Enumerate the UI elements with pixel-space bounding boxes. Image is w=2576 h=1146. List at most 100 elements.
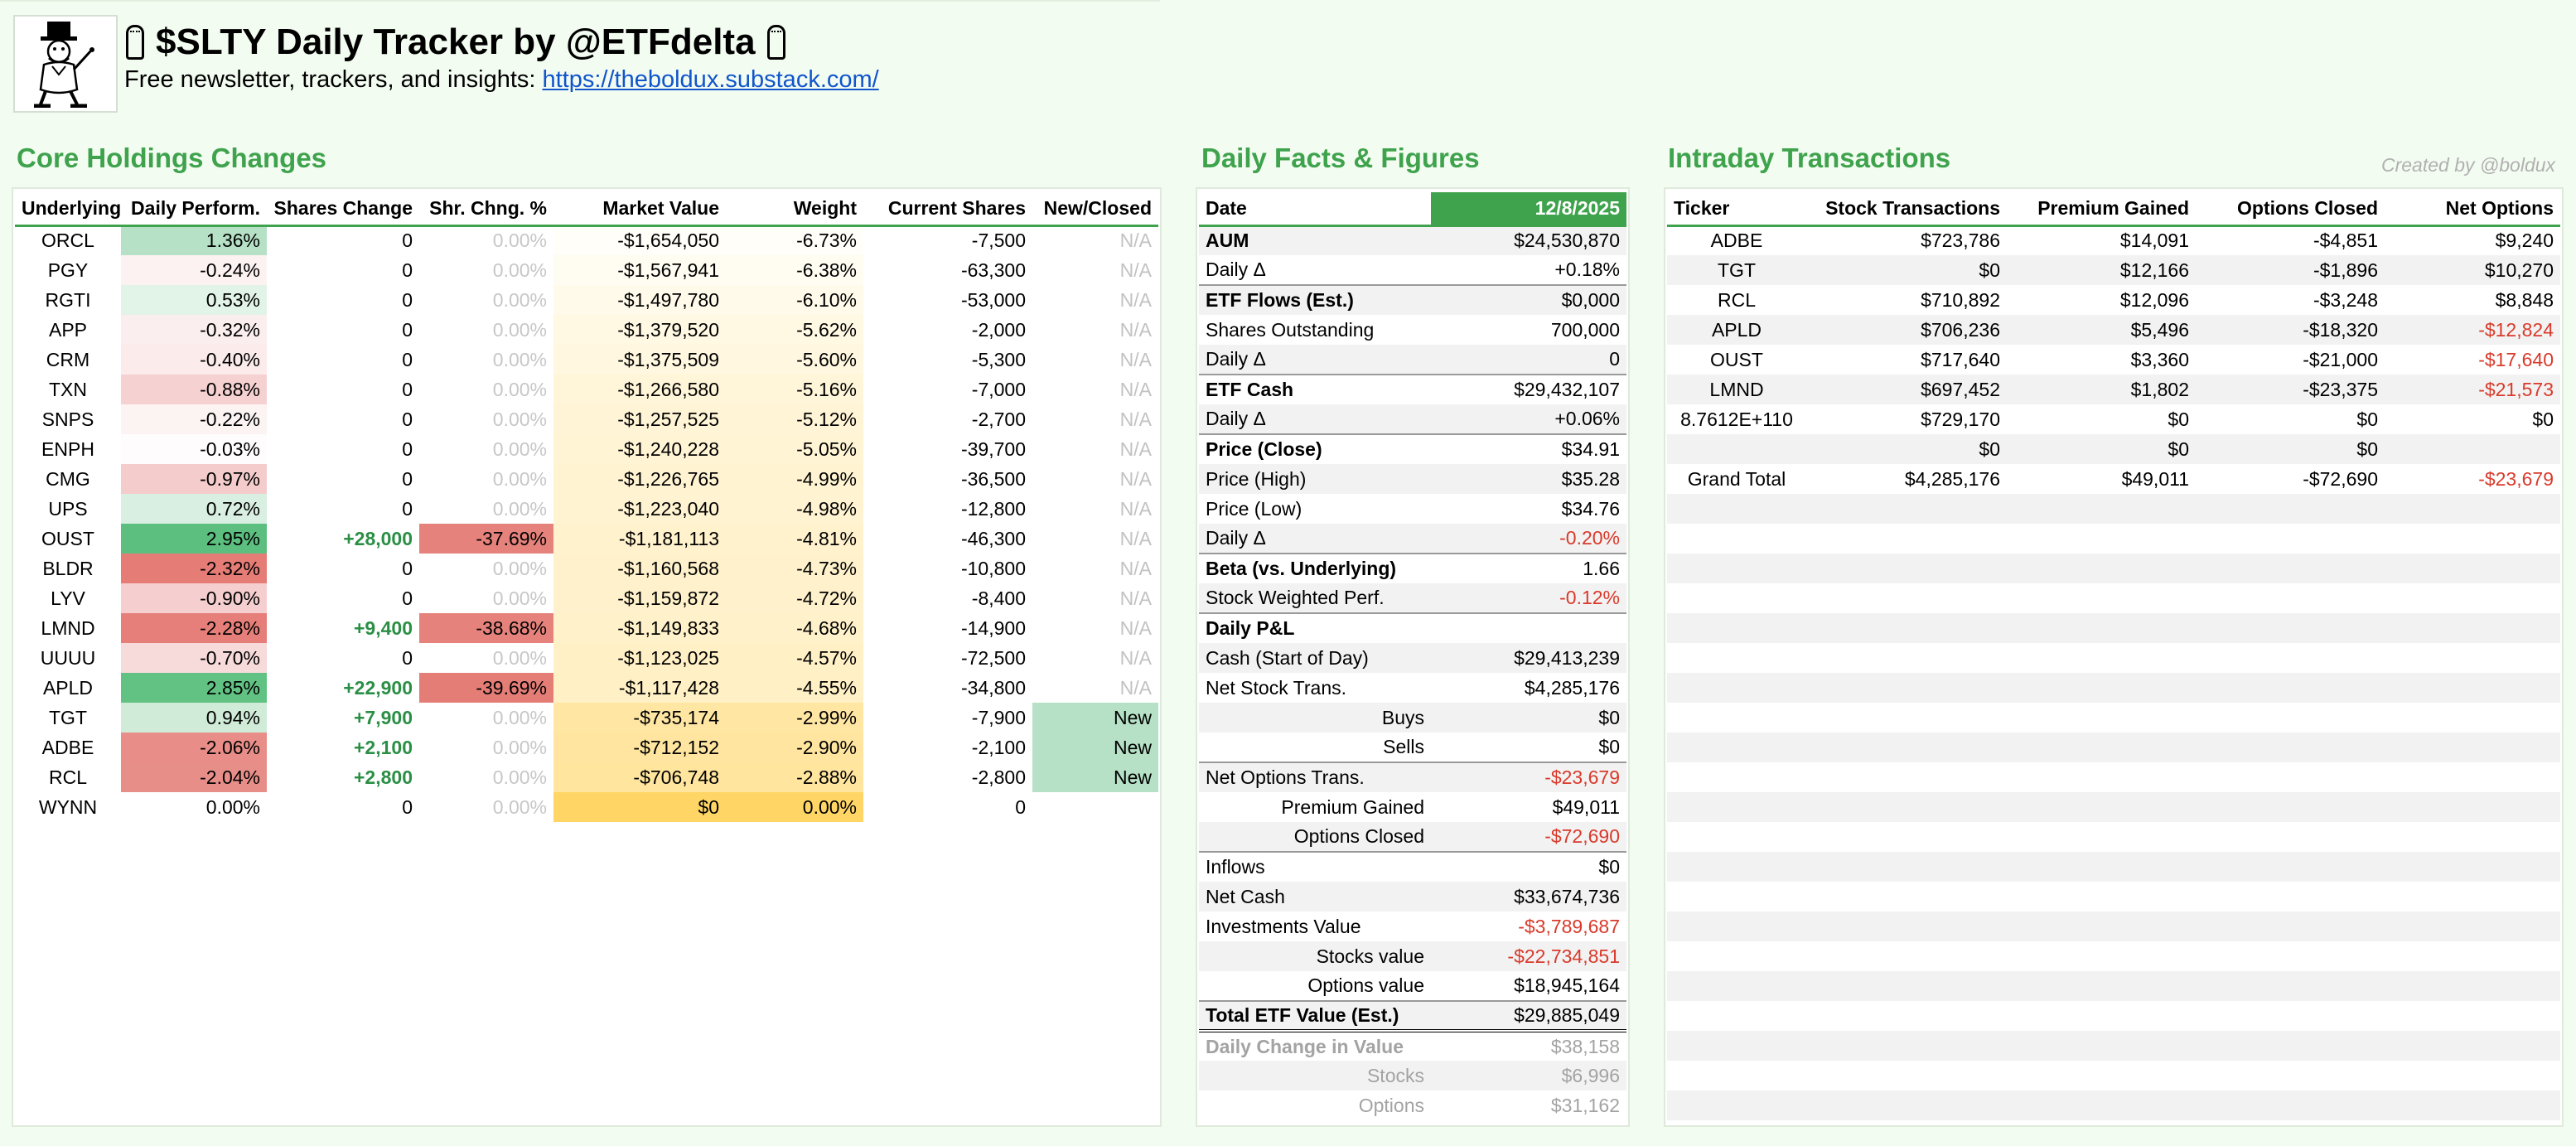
facts-row: Daily Change in Value $38,158	[1199, 1030, 1626, 1061]
facts-label: Investments Value	[1206, 915, 1361, 937]
shares-change-cell: +9,400	[354, 617, 413, 639]
core-col-header[interactable]: Shares Change	[267, 192, 419, 227]
ticker-cell: ENPH	[41, 438, 94, 460]
shares-change-pct-cell: 0.00%	[492, 736, 547, 758]
core-col-header[interactable]: Current Shares	[863, 192, 1032, 227]
facts-value	[1431, 612, 1626, 643]
table-row: OUST $717,640 $3,360 -$21,000 -$17,640	[1667, 345, 2560, 375]
empty-cell	[1667, 762, 1806, 792]
facts-value: $0	[1431, 703, 1626, 733]
intraday-col-header[interactable]: Premium Gained	[2007, 192, 2196, 227]
facts-label: Daily Δ	[1199, 345, 1431, 375]
table-row: Grand Total $4,285,176 $49,011 -$72,690 -$23…	[1667, 464, 2560, 494]
weight-cell: -2.99%	[726, 703, 863, 733]
daily-perf-cell: -0.24%	[121, 255, 267, 285]
shares-change-cell: 0	[402, 318, 413, 341]
empty-cell	[2196, 703, 2385, 733]
options-closed-cell: -$23,375	[2196, 375, 2385, 404]
ticker-cell: OUST	[41, 527, 94, 549]
empty-cell	[2196, 1001, 2385, 1031]
newsletter-link[interactable]: https://theboldux.substack.com/	[542, 66, 879, 93]
facts-row: Total ETF Value (Est.) $29,885,049	[1199, 1000, 1626, 1032]
empty-cell	[2196, 524, 2385, 554]
facts-row: Beta (vs. Underlying) 1.66	[1199, 553, 1626, 583]
core-col-header[interactable]: Shr. Chng. %	[419, 192, 553, 227]
core-col-header[interactable]: New/Closed	[1032, 192, 1158, 227]
intraday-table: Ticker Stock Transactions Premium Gained Op…	[1667, 192, 2560, 1120]
shares-change-cell: 0	[402, 230, 413, 252]
empty-cell	[2196, 941, 2385, 971]
table-row: RCL $710,892 $12,096 -$3,248 $8,848	[1667, 285, 2560, 315]
empty-cell	[2007, 941, 2196, 971]
empty-cell	[2385, 1031, 2560, 1061]
market-value-cell: -$712,152	[553, 733, 726, 762]
empty-cell	[1667, 822, 1806, 852]
shares-change-pct-cell: -38.68%	[419, 613, 553, 643]
empty-cell	[2196, 1061, 2385, 1090]
net-options-cell: $9,240	[2495, 230, 2554, 252]
new-closed-cell: N/A	[1119, 259, 1152, 281]
facts-value: $34.76	[1561, 497, 1620, 520]
empty-cell	[1806, 703, 2007, 733]
market-value-cell: -$1,149,833	[553, 613, 726, 643]
empty-cell	[2385, 703, 2560, 733]
table-row: RGTI 0.53% 0 0.00% -$1,497,780 -6.10% -53,000 N…	[15, 285, 1158, 315]
stock-trans-cell: $697,452	[1806, 375, 2007, 404]
empty-cell	[1806, 1001, 2007, 1031]
premium-cell: $0	[2007, 434, 2196, 464]
intraday-col-header[interactable]: Ticker	[1667, 192, 1806, 227]
new-closed-cell: N/A	[1119, 676, 1152, 699]
facts-row: Net Stock Trans. $4,285,176	[1199, 673, 1626, 703]
ticker-cell: TGT	[49, 706, 87, 728]
empty-cell	[1667, 1090, 1806, 1120]
intraday-col-header[interactable]: Options Closed	[2196, 192, 2385, 227]
core-col-header[interactable]: Daily Perform.	[121, 192, 267, 227]
weight-cell: -4.68%	[726, 613, 863, 643]
table-row: ADBE -2.06% +2,100 0.00% -$712,152 -2.90% -2,1…	[15, 733, 1158, 762]
salt-shaker-icon	[766, 25, 785, 60]
facts-value: $34.91	[1431, 433, 1626, 464]
subtitle: Free newsletter, trackers, and insights:…	[124, 66, 879, 94]
shares-change-pct-cell: 0.00%	[492, 378, 547, 400]
table-row: LMND -2.28% +9,400 -38.68% -$1,149,833 -4.68%…	[15, 613, 1158, 643]
shares-change-cell: 0	[402, 497, 413, 520]
intraday-col-header[interactable]: Net Options	[2385, 192, 2560, 227]
empty-row	[1667, 673, 2560, 703]
options-closed-cell: -$4,851	[2313, 230, 2378, 252]
core-col-header[interactable]: Weight	[726, 192, 863, 227]
empty-cell	[2385, 524, 2560, 554]
empty-cell	[1806, 1061, 2007, 1090]
table-row: APLD $706,236 $5,496 -$18,320 -$12,824	[1667, 315, 2560, 345]
daily-perf-cell: -0.90%	[121, 583, 267, 613]
facts-value: $31,162	[1550, 1094, 1620, 1116]
facts-label: Options value	[1307, 974, 1424, 996]
empty-cell	[2196, 792, 2385, 822]
facts-value: $35.28	[1431, 464, 1626, 494]
market-value-cell: -$1,567,941	[553, 255, 726, 285]
new-closed-cell: N/A	[1119, 408, 1152, 430]
market-value-cell: -$1,257,525	[553, 404, 726, 434]
facts-label: Daily Δ	[1206, 259, 1266, 280]
facts-label: Stock Weighted Perf.	[1199, 583, 1431, 613]
facts-row: Price (Low) $34.76	[1199, 494, 1626, 524]
ticker-cell: APLD	[1667, 315, 1806, 345]
ticker-cell: TXN	[49, 378, 87, 400]
empty-cell	[2007, 494, 2196, 524]
daily-perf-cell: -0.32%	[121, 315, 267, 345]
facts-label: Daily Change in Value	[1199, 1030, 1431, 1061]
page-title: $SLTY Daily Tracker by @ETFdelta	[126, 22, 785, 63]
empty-cell	[1667, 554, 1806, 583]
current-shares-cell: -14,900	[960, 617, 1026, 639]
current-shares-cell: -36,500	[960, 467, 1026, 490]
core-col-header[interactable]: Market Value	[553, 192, 726, 227]
intraday-col-header[interactable]: Stock Transactions	[1806, 192, 2007, 227]
facts-label: Price (High)	[1199, 464, 1431, 494]
core-col-header[interactable]: Underlying	[15, 192, 121, 227]
weight-cell: -4.73%	[726, 554, 863, 583]
empty-cell	[2385, 822, 2560, 852]
shares-change-cell: +2,800	[354, 766, 413, 788]
empty-cell	[2007, 1031, 2196, 1061]
new-closed-cell: N/A	[1119, 527, 1152, 549]
daily-perf-cell: 2.85%	[121, 673, 267, 703]
daily-perf-cell: -0.40%	[121, 345, 267, 375]
